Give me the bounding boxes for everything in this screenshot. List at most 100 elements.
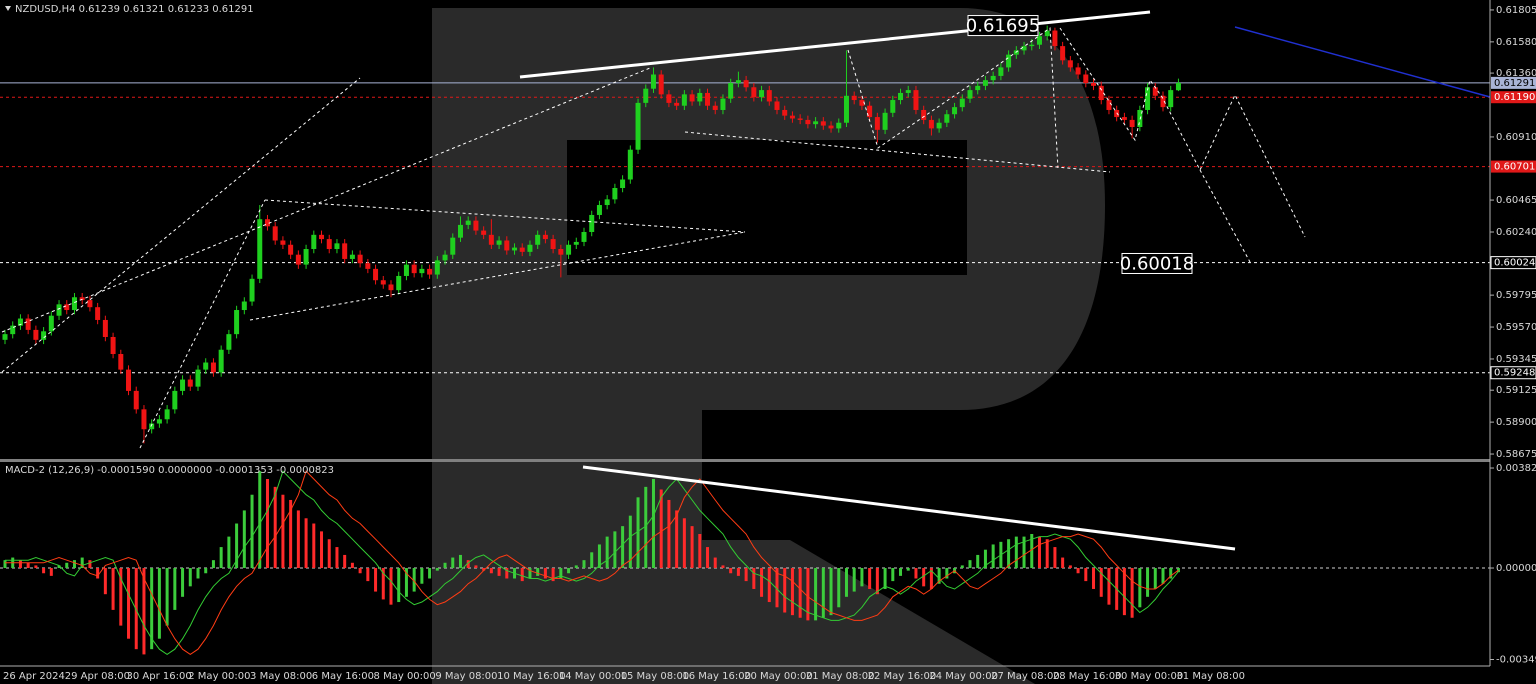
candle-body: [720, 98, 726, 110]
macd-bar: [906, 568, 910, 571]
macd-bar: [1061, 557, 1065, 569]
candle-body: [1152, 87, 1158, 96]
macd-bar: [706, 547, 710, 569]
candle-body: [921, 109, 927, 120]
dashed-line: [1, 77, 361, 373]
macd-bar: [304, 518, 308, 569]
candle-body: [1006, 54, 1012, 68]
candle-body: [1067, 60, 1073, 68]
macd-bar: [1030, 533, 1034, 569]
candle-body: [666, 94, 672, 103]
candle-body: [1175, 82, 1181, 91]
macd-bar: [1153, 568, 1157, 589]
macd-bar: [976, 554, 980, 569]
candle-body: [898, 92, 904, 101]
candle-body: [519, 247, 525, 252]
macd-bar: [991, 544, 995, 569]
dashed-line: [139, 199, 266, 449]
macd-bar: [651, 479, 655, 569]
macd-bar: [289, 499, 293, 569]
level-label-box: [1491, 160, 1536, 173]
axes: 0.61805 0.61580 0.61360 0.60910 0.60465 0.602…: [3, 5, 1536, 682]
x-tick-label: 3 May 08:00: [250, 671, 312, 682]
x-tick-label: 30 May 00:00: [1115, 671, 1184, 682]
candle-body: [890, 100, 896, 113]
y-tick-label: 0.59570: [1496, 322, 1536, 333]
candle-body: [504, 240, 510, 251]
macd-bar: [574, 565, 578, 569]
trend-line: [582, 465, 1236, 551]
menu-arrow: [5, 6, 11, 11]
macd-line: [5, 470, 1179, 656]
macd-bar: [26, 562, 30, 569]
candle-body: [774, 101, 780, 110]
dashed-line: [264, 199, 746, 233]
candle-body: [434, 260, 440, 275]
macd-bar: [381, 568, 385, 600]
macd-bar: [914, 568, 918, 579]
annotation-box: [1121, 252, 1193, 274]
candle-body: [172, 390, 178, 410]
candle-body: [133, 390, 139, 410]
macd-panel: [0, 470, 1490, 656]
macd-bar: [420, 568, 424, 584]
candle-body: [1052, 30, 1058, 47]
x-tick-label: 31 May 08:00: [1176, 671, 1245, 682]
x-tick-label: 2 May 00:00: [188, 671, 250, 682]
macd-bar: [211, 560, 215, 569]
macd-bar: [806, 568, 810, 621]
candle-body: [728, 83, 734, 99]
macd-bar: [150, 568, 154, 650]
y-tick-label: 0.59795: [1496, 290, 1536, 301]
y-tick-label: 0.60240: [1496, 227, 1536, 238]
macd-bar: [80, 557, 84, 569]
candle-body: [450, 237, 456, 255]
candle-body: [71, 297, 77, 311]
macd-bar: [883, 568, 887, 589]
x-tick-label: 16 May 16:00: [682, 671, 751, 682]
macd-bar: [929, 568, 933, 589]
macd-bar: [790, 568, 794, 616]
macd-bar: [844, 568, 848, 597]
macd-bar: [3, 560, 7, 569]
candle-body: [843, 95, 849, 123]
candle-body: [604, 199, 610, 206]
x-tick-label: 26 Apr 2024: [3, 671, 65, 682]
candle-body: [64, 304, 70, 311]
candle-body: [1137, 109, 1143, 127]
candle-body: [1106, 100, 1112, 110]
candle-body: [936, 122, 942, 129]
candle-body: [712, 105, 718, 110]
macd-bar: [582, 560, 586, 569]
y-tick-label: 0.58675: [1496, 449, 1536, 460]
candle-body: [403, 264, 409, 276]
candle-body: [1129, 119, 1135, 127]
candle-body: [1021, 46, 1027, 51]
candle-body: [1029, 44, 1035, 47]
candle-body: [612, 188, 618, 200]
macd-bar: [644, 486, 648, 569]
macd-bar: [366, 568, 370, 582]
x-tick-label: 10 May 16:00: [497, 671, 566, 682]
candle-body: [766, 90, 772, 102]
candle-body: [512, 247, 518, 251]
y-tick-label: 0.58900: [1496, 417, 1536, 428]
macd-bar: [1076, 568, 1080, 574]
candle-body: [465, 220, 471, 225]
macd-bar: [49, 568, 53, 576]
macd-bar: [983, 549, 987, 569]
candle-body: [689, 94, 695, 102]
macd-bar: [451, 557, 455, 569]
candle-body: [944, 114, 950, 123]
macd-bar: [636, 497, 640, 569]
candle-body: [1145, 87, 1151, 110]
candle-body: [180, 379, 186, 391]
macd-bar: [258, 471, 262, 569]
candle-body: [627, 149, 633, 180]
candle-body: [905, 90, 911, 93]
candle-body: [558, 249, 564, 255]
candle-body: [705, 92, 711, 106]
candle-body: [388, 284, 394, 291]
macd-bar: [891, 568, 895, 582]
macd-bar: [335, 547, 339, 569]
